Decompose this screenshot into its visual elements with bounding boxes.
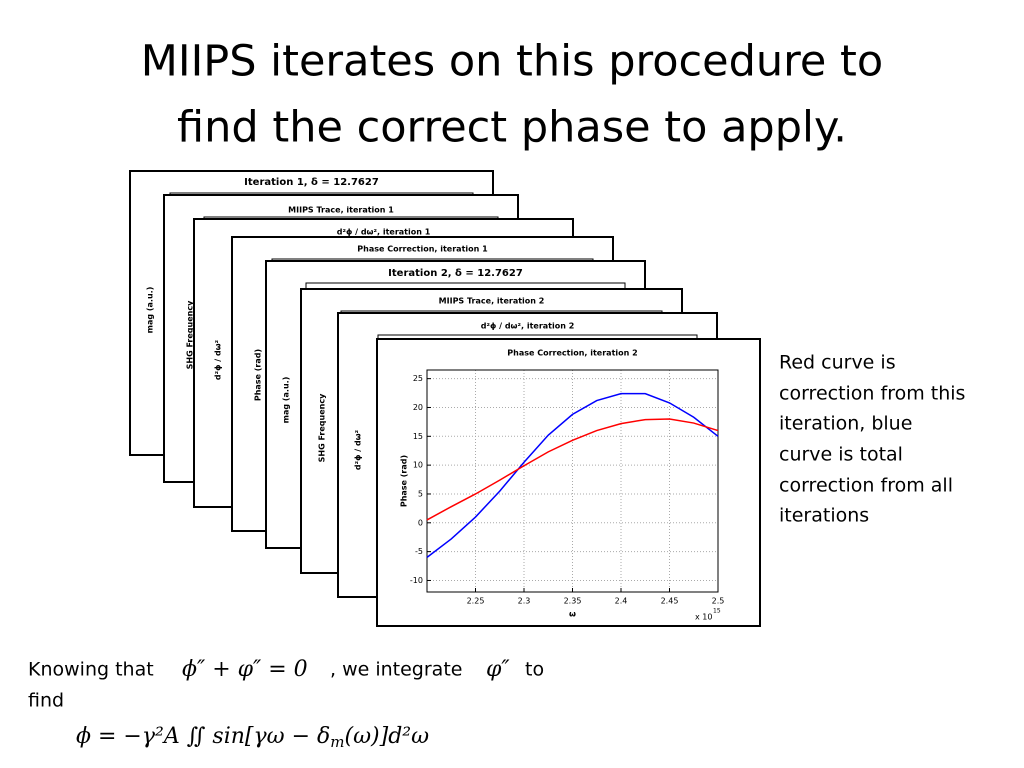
window-ylabel: SHG Frequency: [318, 393, 327, 462]
window-title: Phase Correction, iteration 1: [357, 245, 488, 254]
note-line: curve is total: [779, 444, 903, 466]
y-label: Phase (rad): [400, 455, 409, 507]
title-line: MIIPS iterates on this procedure to: [141, 37, 883, 87]
x-tick-label: 2.3: [518, 597, 531, 606]
window-ylabel: mag (a.u.): [146, 287, 155, 334]
y-tick-label: 0: [418, 518, 423, 527]
window-ylabel: d²ϕ / dω²: [354, 429, 363, 470]
eq-sub: m: [330, 733, 344, 751]
note-line: correction from all: [779, 475, 953, 497]
y-tick-label: 20: [413, 403, 423, 412]
x-tick-label: 2.4: [615, 597, 628, 606]
y-tick-label: 25: [413, 374, 423, 383]
window-title: d²ϕ / dω², iteration 2: [481, 322, 575, 331]
equation: φ″: [486, 657, 510, 682]
x-tick-label: 2.45: [661, 597, 679, 606]
window: [376, 338, 761, 627]
note-line: iteration, blue: [779, 413, 912, 435]
y-tick-label: -5: [415, 547, 423, 556]
window-ylabel: Phase (rad): [254, 349, 263, 401]
front-window: Phase Correction, iteration 2 -10 -5 0 5 10 15…: [376, 338, 761, 627]
series-line: [426, 392, 719, 558]
window-title: d²ϕ / dω², iteration 1: [337, 228, 431, 237]
equation: ϕ = −γ²A ∬ sin[γω − δm(ω)]d²ω: [76, 724, 429, 751]
plot-frame: [426, 369, 719, 593]
x-tick-label: 2.5: [712, 597, 725, 606]
note-line: iterations: [779, 505, 869, 527]
window-ylabel: d²ϕ / dω²: [214, 339, 223, 380]
eq-part: (ω)]d²ω: [345, 724, 430, 749]
text: , we integrate: [330, 659, 462, 681]
window-title: MIIPS Trace, iteration 1: [288, 206, 394, 215]
x-multiplier: x 10: [695, 613, 712, 622]
note: Red curve is correction from this iterat…: [779, 352, 965, 527]
window-ylabel: SHG Frequency: [186, 300, 195, 369]
y-tick-label: 5: [418, 489, 423, 498]
title-line: find the correct phase to apply.: [177, 103, 847, 153]
bottom-text: Knowing that ϕ″ + φ″ = 0 , we integrate …: [28, 657, 544, 751]
window-title: MIIPS Trace, iteration 2: [439, 297, 545, 306]
note-line: correction from this: [779, 383, 965, 405]
x-tick-label: 2.25: [467, 597, 485, 606]
equation: ϕ″ + φ″ = 0: [182, 657, 308, 682]
note-line: Red curve is: [779, 352, 896, 374]
x-label: ω: [569, 610, 576, 619]
text: find: [28, 690, 64, 712]
window-title: Iteration 1, δ = 12.7627: [244, 177, 379, 188]
x-tick-label: 2.35: [564, 597, 582, 606]
text: to: [525, 659, 544, 681]
y-tick-label: -10: [410, 576, 423, 585]
series-line: [426, 418, 719, 521]
text: Knowing that: [28, 659, 154, 681]
chart-title: Phase Correction, iteration 2: [507, 349, 637, 358]
y-tick-label: 10: [413, 461, 423, 470]
eq-part: ϕ = −γ²A ∬ sin[γω − δ: [76, 724, 330, 749]
window-title: Iteration 2, δ = 12.7627: [388, 268, 523, 279]
x-multiplier-exp: 15: [713, 608, 721, 615]
window-ylabel: mag (a.u.): [282, 377, 291, 424]
y-tick-label: 15: [413, 432, 423, 441]
